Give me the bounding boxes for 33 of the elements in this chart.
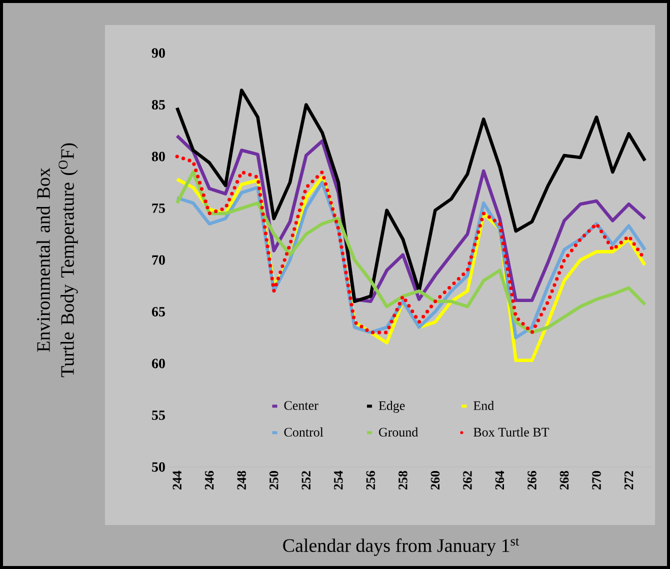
x-tick-label: 272 [624, 471, 634, 490]
x-tick-label: 260 [430, 471, 440, 490]
y-tick-label: 80 [152, 152, 165, 162]
x-tick-label: 262 [463, 471, 472, 490]
legend-label: Control [284, 427, 324, 437]
x-tick-label: 258 [398, 470, 408, 490]
y-tick-label: 60 [152, 358, 165, 368]
x-tick-label: 250 [269, 471, 278, 490]
y-tick-label: 75 [152, 204, 165, 213]
y-tick-label: 65 [152, 307, 165, 316]
x-tick-label: 254 [334, 470, 343, 490]
x-tick-label: 266 [528, 470, 536, 490]
legend-label: Center [284, 401, 318, 410]
y-tick-label: 90 [152, 48, 165, 58]
x-tick-label: 270 [592, 471, 601, 490]
legend-label: Edge [378, 400, 405, 413]
x-tick-label: 252 [302, 471, 310, 490]
y-tick-label: 85 [152, 100, 165, 110]
legend-label: End [474, 400, 494, 410]
line-series [175, 88, 647, 304]
y-tick-label: 70 [152, 255, 165, 265]
x-tick-label: 268 [560, 470, 569, 490]
x-tick-label: 256 [366, 470, 376, 490]
y-tick-label: 55 [152, 410, 165, 420]
y-tick-label: 50 [152, 462, 165, 472]
x-tick-label: 264 [495, 470, 504, 490]
legend-label: Box Turtle BT [474, 427, 550, 437]
x-tick-label: 248 [237, 470, 246, 490]
y-axis-title: Environmental and Box Turtle Body Temperature ($^{O}$F) [36, 143, 78, 378]
x-axis-title: Calendar days from January 1$^{st}$ [283, 538, 520, 556]
x-tick-label: 246 [204, 470, 214, 490]
legend-label: Ground [378, 427, 418, 437]
x-tick-label: 244 [172, 470, 182, 490]
